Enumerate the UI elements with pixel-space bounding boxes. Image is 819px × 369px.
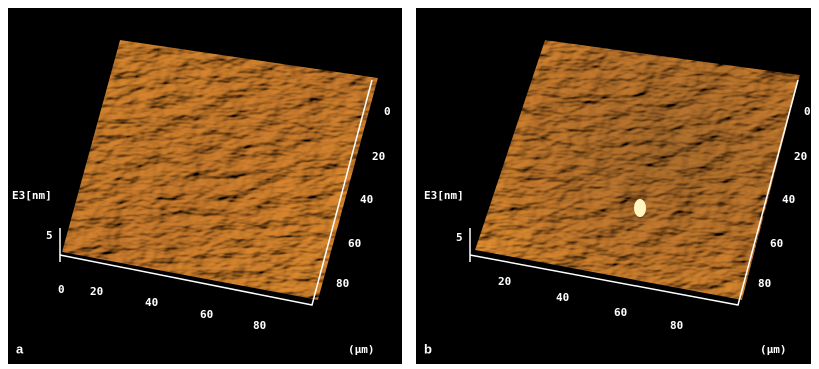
x-tick: 80 xyxy=(253,319,266,332)
figure-canvas: E3[nm] 5 0 20 40 60 80 0 20 40 60 80 (µm… xyxy=(0,0,819,369)
unit: (µm) xyxy=(760,343,787,356)
x-tick: 0 xyxy=(58,283,65,296)
x-tick: 40 xyxy=(556,291,569,304)
panel-label: b xyxy=(424,341,432,356)
x-tick: 40 xyxy=(145,296,158,309)
unit: (µm) xyxy=(348,343,375,356)
bright-spot xyxy=(634,199,646,217)
y-tick: 20 xyxy=(794,150,807,163)
figure: E3[nm] 5 0 20 40 60 80 0 20 40 60 80 (µm… xyxy=(0,0,819,369)
z-tick: 5 xyxy=(46,229,53,242)
y-tick: 0 xyxy=(384,105,391,118)
panel-label: a xyxy=(16,341,24,356)
x-tick: 20 xyxy=(498,275,511,288)
z-label: E3[nm] xyxy=(424,189,464,202)
y-tick: 40 xyxy=(360,193,373,206)
x-tick: 60 xyxy=(200,308,213,321)
y-tick: 80 xyxy=(758,277,771,290)
y-tick: 60 xyxy=(348,237,361,250)
x-tick: 60 xyxy=(614,306,627,319)
y-tick: 0 xyxy=(804,105,811,118)
y-tick: 40 xyxy=(782,193,795,206)
panel-b: E3[nm] 5 20 40 60 80 0 20 40 60 80 (µm) … xyxy=(416,8,811,364)
y-tick: 20 xyxy=(372,150,385,163)
x-tick: 20 xyxy=(90,285,103,298)
y-tick: 80 xyxy=(336,277,349,290)
z-tick: 5 xyxy=(456,231,463,244)
z-label: E3[nm] xyxy=(12,189,52,202)
panel-a: E3[nm] 5 0 20 40 60 80 0 20 40 60 80 (µm… xyxy=(8,8,402,364)
x-tick: 80 xyxy=(670,319,683,332)
y-tick: 60 xyxy=(770,237,783,250)
